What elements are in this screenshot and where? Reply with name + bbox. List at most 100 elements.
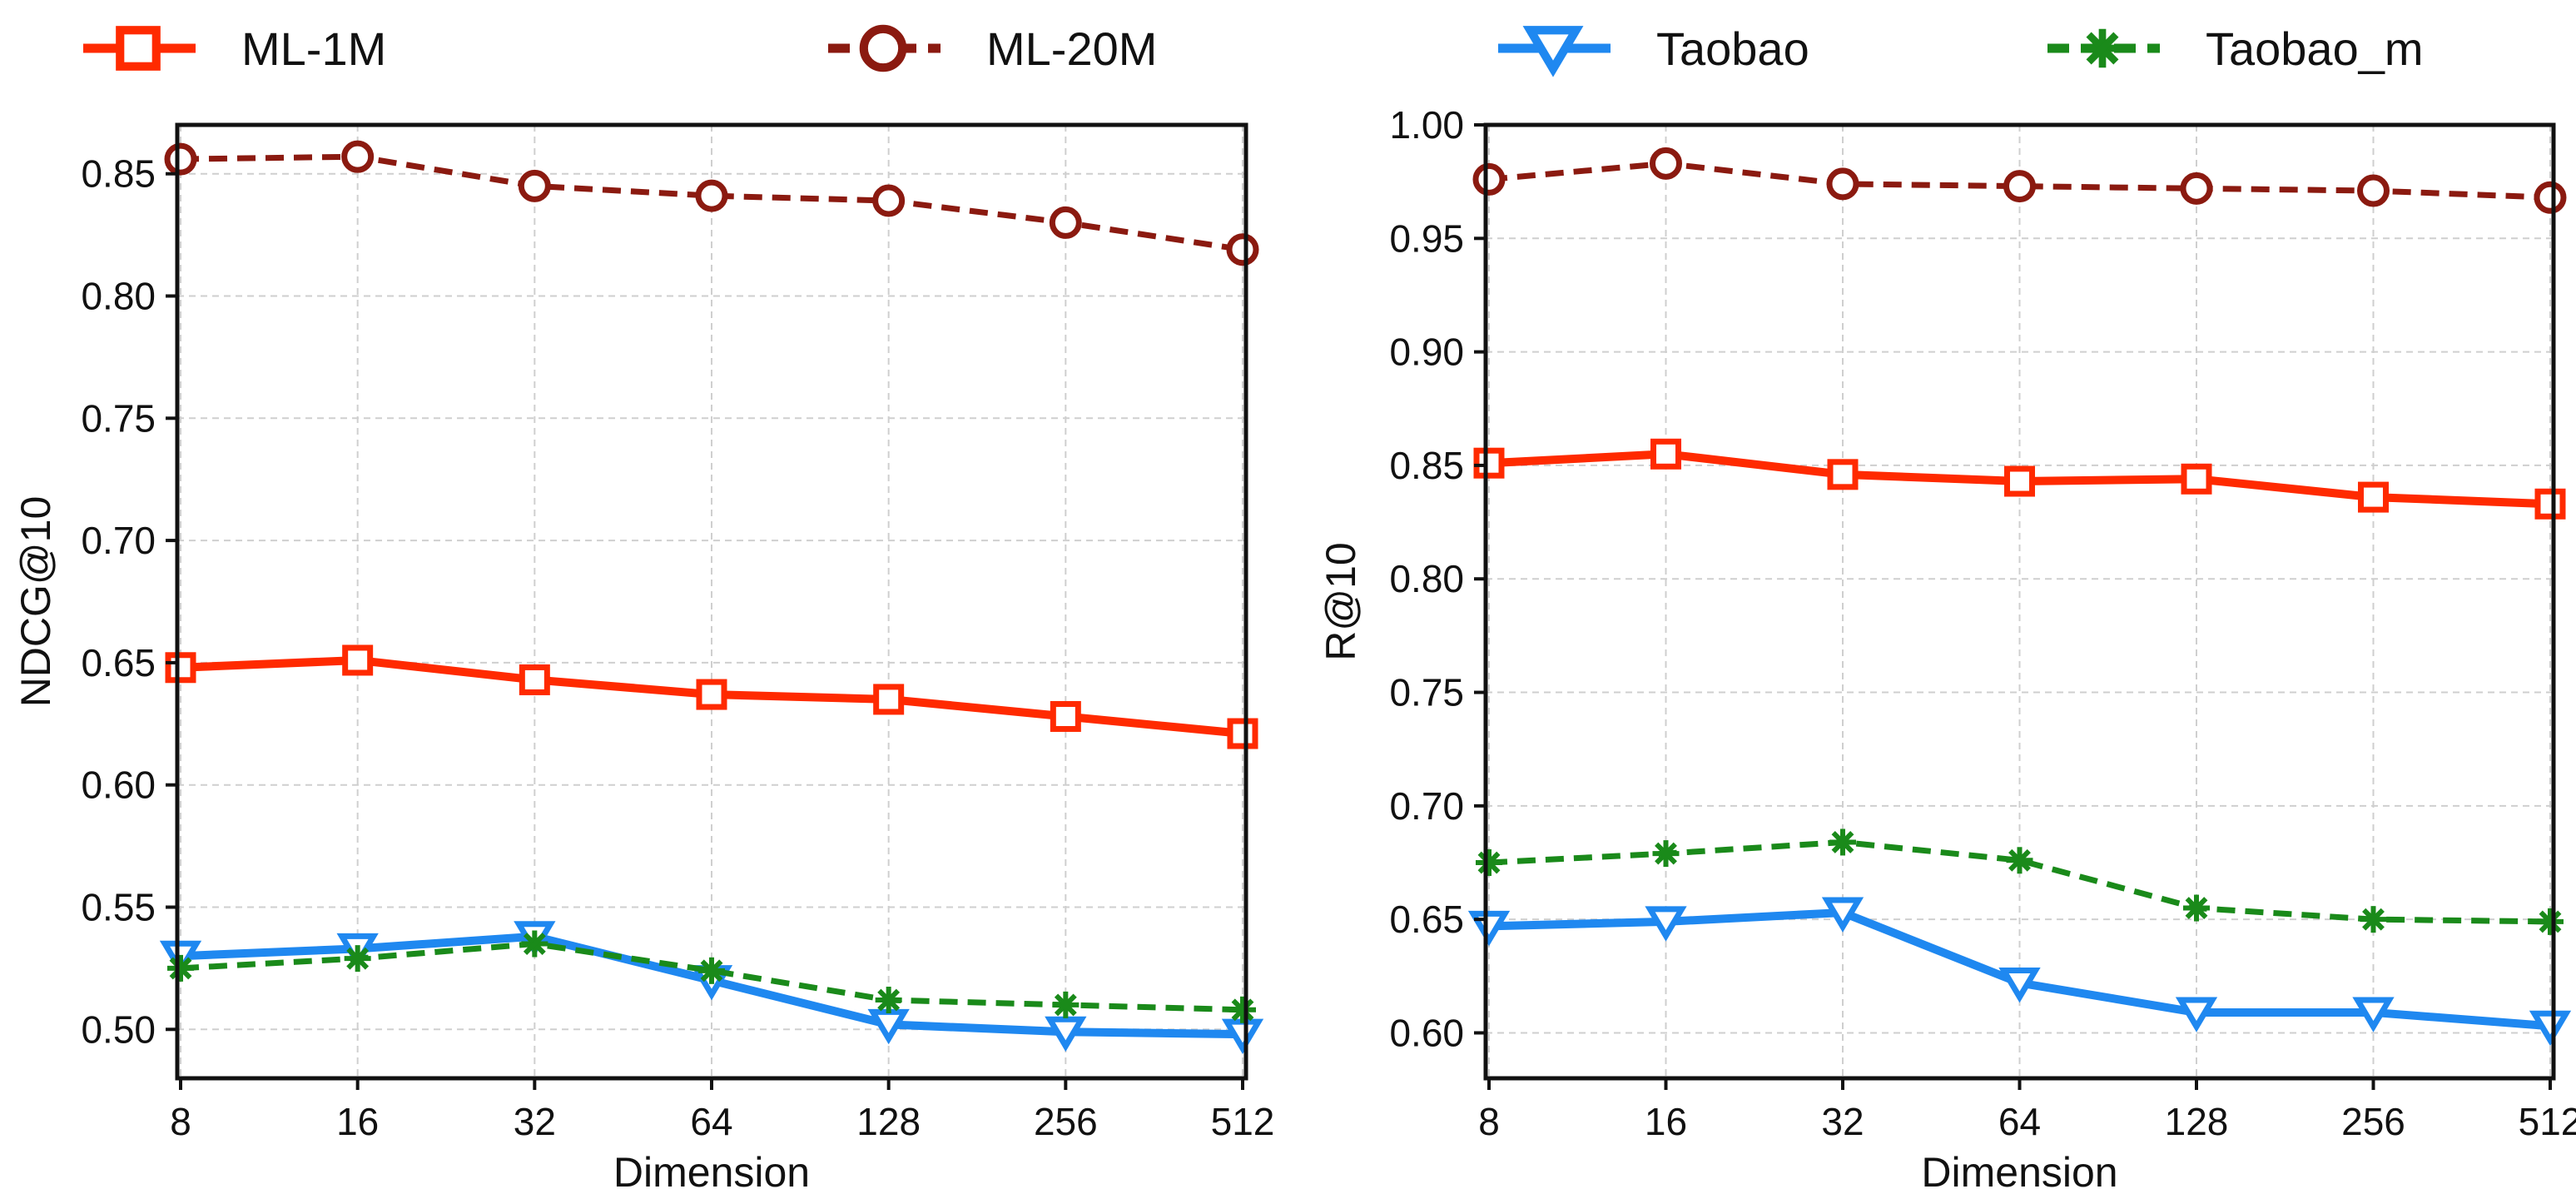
legend-label-taobao_m: Taobao_m — [2206, 22, 2424, 75]
point-ml1m-8 — [165, 652, 196, 684]
x-tick-label: 32 — [514, 1100, 556, 1143]
point-ml1m-128 — [873, 684, 905, 715]
y-tick-label: 0.85 — [1389, 444, 1464, 487]
y-tick-label: 0.70 — [81, 519, 156, 562]
point-ml20m-128 — [872, 184, 906, 217]
point-ml20m-256 — [1049, 206, 1082, 239]
legend-marker-ml20m — [859, 24, 907, 72]
legend-item-ml1m: ML-1M — [83, 22, 386, 75]
point-ml1m-32 — [519, 664, 550, 695]
series-ml1m-ndcg — [165, 644, 1258, 749]
x-tick-label: 64 — [1998, 1100, 2041, 1143]
point-ml1m-64 — [2004, 465, 2035, 497]
point-taobao-16 — [1645, 906, 1687, 942]
point-ml20m-256 — [2357, 174, 2390, 207]
series-ml20m-ndcg — [164, 140, 1259, 266]
legend-item-taobao: Taobao — [1498, 22, 1809, 77]
point-taobao_m-64 — [698, 957, 725, 984]
point-taobao_m-32 — [521, 930, 548, 958]
point-taobao-512 — [1221, 1018, 1264, 1055]
series-taobao_m-recall — [1476, 828, 2564, 935]
y-tick-label: 0.80 — [1389, 557, 1464, 600]
point-taobao_m-128 — [2183, 894, 2210, 922]
point-ml20m-128 — [2180, 172, 2213, 205]
point-taobao_m-64 — [2006, 847, 2033, 874]
point-ml20m-32 — [1826, 167, 1859, 201]
point-ml20m-64 — [695, 179, 728, 212]
x-tick-label: 64 — [690, 1100, 732, 1143]
y-tick-label: 0.95 — [1389, 216, 1464, 260]
point-ml1m-256 — [1050, 700, 1081, 732]
point-taobao_m-128 — [875, 987, 902, 1014]
x-axis-ndcg: 8 16 32 64 128 256 512 — [170, 1078, 1274, 1143]
y-tick-label: 0.75 — [1389, 671, 1464, 714]
x-tick-label: 256 — [2341, 1100, 2405, 1143]
y-tick-label: 0.80 — [81, 275, 156, 318]
point-taobao-128 — [2175, 997, 2218, 1032]
series-ml20m-recall — [1472, 147, 2567, 214]
legend-marker-taobao_m — [2082, 28, 2122, 68]
point-ml20m-512 — [1226, 233, 1259, 266]
point-taobao_m-32 — [1829, 828, 1856, 856]
x-tick-label: 128 — [856, 1100, 921, 1143]
x-tick-label: 32 — [1821, 1100, 1864, 1143]
x-tick-label: 128 — [2165, 1100, 2229, 1143]
x-tick-label: 16 — [336, 1100, 379, 1143]
point-ml1m-16 — [1650, 438, 1681, 470]
point-ml20m-8 — [1472, 162, 1506, 196]
point-ml1m-128 — [2181, 463, 2212, 495]
point-ml1m-8 — [1473, 447, 1505, 479]
point-ml1m-32 — [1827, 459, 1859, 490]
point-ml20m-16 — [341, 140, 375, 173]
legend: ML-1M ML-20M Taobao Taobao_m — [83, 22, 2424, 77]
y-tick-label: 0.50 — [81, 1007, 156, 1051]
legend-label-ml1m: ML-1M — [241, 22, 386, 75]
point-taobao-32 — [1821, 897, 1864, 933]
y-axis-label-recall: R@10 — [1318, 542, 1364, 660]
chart-recall: 0.60 0.65 0.70 0.75 0.80 0.85 0.90 0.95 1.00 8 16 3… — [1318, 103, 2576, 1196]
point-taobao_m-256 — [2360, 906, 2387, 933]
point-ml20m-16 — [1650, 147, 1682, 180]
point-ml1m-512 — [2534, 488, 2566, 520]
point-taobao-8 — [1467, 910, 1511, 947]
point-taobao_m-8 — [1476, 849, 1502, 877]
point-taobao_m-8 — [167, 954, 194, 982]
y-tick-label: 0.70 — [1389, 784, 1464, 828]
y-tick-label: 0.60 — [1389, 1011, 1464, 1054]
y-tick-label: 0.90 — [1389, 331, 1464, 374]
legend-label-ml20m: ML-20M — [986, 22, 1157, 75]
chart-ndcg: 0.50 0.55 0.60 0.65 0.70 0.75 0.80 0.85 8 16 32 64 1… — [12, 122, 1274, 1196]
point-ml1m-256 — [2358, 481, 2389, 513]
point-taobao-128 — [867, 1008, 910, 1045]
x-tick-label: 256 — [1034, 1100, 1098, 1143]
point-taobao_m-16 — [344, 945, 371, 973]
point-taobao-256 — [2352, 997, 2395, 1032]
y-axis-recall: 0.60 0.65 0.70 0.75 0.80 0.85 0.90 0.95 1.00 — [1389, 103, 1486, 1054]
grid-recall — [1486, 124, 2554, 1078]
point-ml20m-32 — [518, 169, 551, 202]
y-tick-label: 0.65 — [81, 641, 156, 684]
x-tick-label: 16 — [1645, 1100, 1687, 1143]
y-tick-label: 0.60 — [81, 764, 156, 807]
point-ml20m-512 — [2534, 181, 2567, 214]
y-axis-ndcg: 0.50 0.55 0.60 0.65 0.70 0.75 0.80 0.85 — [81, 152, 177, 1051]
y-tick-label: 0.55 — [81, 885, 156, 928]
point-taobao-256 — [1045, 1016, 1087, 1052]
point-taobao_m-512 — [2537, 908, 2564, 935]
point-taobao_m-256 — [1052, 991, 1080, 1018]
x-tick-label: 8 — [170, 1100, 191, 1143]
x-axis-recall: 8 16 32 64 128 256 512 — [1478, 1078, 2576, 1143]
point-taobao_m-512 — [1229, 996, 1256, 1023]
point-ml1m-16 — [342, 644, 374, 676]
y-tick-label: 0.75 — [81, 396, 156, 440]
point-taobao_m-16 — [1652, 840, 1680, 868]
x-axis-label-recall: Dimension — [1921, 1149, 2117, 1196]
legend-marker-ml1m — [116, 26, 161, 71]
grid-ndcg — [177, 125, 1246, 1078]
point-ml20m-64 — [2003, 170, 2036, 203]
legend-item-ml20m: ML-20M — [828, 22, 1157, 75]
legend-marker-taobao — [1522, 26, 1584, 77]
series-taobao_m-ndcg — [167, 930, 1256, 1023]
y-axis-label-ndcg: NDCG@10 — [12, 496, 59, 708]
